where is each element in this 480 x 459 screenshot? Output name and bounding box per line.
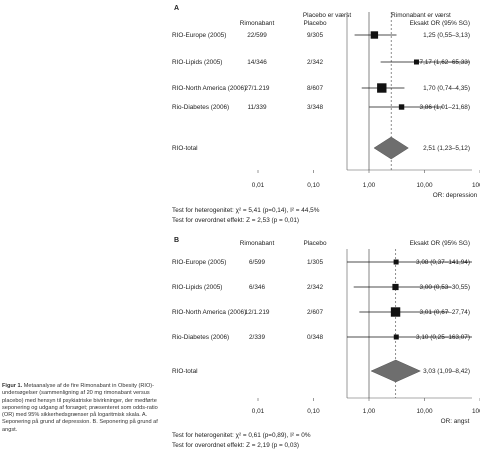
panel-b-col-or: Eksakt OR (95% SG): [410, 240, 470, 247]
panel-b-rimonabant-count: 12/1.219: [245, 309, 270, 316]
panel-a-rimonabant-count: 27/1.219: [245, 85, 270, 92]
panel-a-x-axis-label: OR: depression: [433, 192, 478, 199]
panel-a-stats-line: Test for heterogenitet: χ² = 5,41 (p=0,1…: [172, 207, 320, 214]
panel-a-label: A: [174, 5, 179, 12]
panel-b-total-diamond: [370, 359, 421, 383]
panel-b-stats-line: Test for heterogenitet: χ² = 0,61 (p=0,8…: [172, 432, 311, 439]
caption-text: Metaanalyse af de fire Rimonabant in Obe…: [2, 383, 158, 433]
panel-b-rimonabant-count: 6/346: [249, 284, 265, 291]
panel-b-study-name: RIO-Lipids (2005): [172, 284, 222, 291]
panel-a-col-rimonabant: Rimonabant: [240, 20, 275, 27]
panel-b-tick-label: 0,01: [252, 408, 265, 415]
panel-a-or-text: 1,25 (0,55–3,13): [423, 32, 470, 39]
panel-a-point-estimate: [377, 83, 387, 93]
panel-b-point-estimate: [390, 307, 401, 317]
panel-a-stats-line: Test for overordnet effekt: Z = 2,53 (p …: [172, 217, 299, 224]
panel-a-point-estimate: [370, 31, 379, 39]
panel-b-placebo-count: 2/607: [307, 309, 323, 316]
panel-a-tick-label: 0,10: [307, 182, 320, 189]
panel-a-tick-label: 1,00: [363, 182, 376, 189]
panel-b-point-estimate: [393, 334, 399, 340]
panel-a-header-left: Placebo er værst: [303, 12, 352, 19]
panel-b-study-name: RIO-North America (2006): [172, 309, 246, 316]
panel-b-rimonabant-count: 2/339: [249, 334, 265, 341]
panel-b-total-name: RIO-total: [172, 368, 198, 375]
panel-a-point-estimate: [413, 59, 419, 65]
caption-label: Figur 1.: [2, 383, 23, 389]
panel-a-or-text: 1,70 (0,74–4,35): [423, 85, 470, 92]
panel-b-col-rimonabant: Rimonabant: [240, 240, 275, 247]
panel-b-total-or-text: 3,03 (1,09–8,42): [423, 368, 470, 375]
panel-b-point-estimate: [392, 283, 399, 291]
panel-a-total-diamond: [373, 136, 409, 160]
panel-b-tick-label: 10,00: [417, 408, 433, 415]
panel-a-study-name: Rio-Diabetes (2006): [172, 104, 229, 111]
panel-b-or-text: 3,10 (0,25–163,07): [416, 334, 470, 341]
panel-b-or-text: 3,00 (0,53–30,55): [420, 284, 470, 291]
panel-b-label: B: [174, 237, 179, 244]
panel-a-header-right: Rimonabant er værst: [391, 12, 451, 19]
panel-a-or-text: 3,86 (1,01–21,68): [420, 104, 470, 111]
panel-a-or-text: 7,17 (1,62–65,33): [420, 59, 470, 66]
panel-a-placebo-count: 8/607: [307, 85, 323, 92]
panel-b-stats-line: Test for overordnet effekt: Z = 2,19 (p …: [172, 442, 299, 449]
panel-b-or-text: 3,01 (0,67–27,74): [420, 309, 470, 316]
panel-b-tick-label: 0,10: [307, 408, 320, 415]
panel-a-placebo-count: 9/305: [307, 32, 323, 39]
panel-b-tick-label: 1,00: [363, 408, 376, 415]
panel-a-tick-label: 100,0: [472, 182, 480, 189]
panel-a-total-or-text: 2,51 (1,23–5,12): [423, 145, 470, 152]
panel-a-placebo-count: 2/342: [307, 59, 323, 66]
panel-a-study-name: RIO-North America (2006): [172, 85, 246, 92]
panel-b-placebo-count: 0/348: [307, 334, 323, 341]
panel-a-col-or: Eksakt OR (95% SG): [410, 20, 470, 27]
panel-b-x-axis-label: OR: angst: [441, 418, 470, 425]
panel-a-total-name: RIO-total: [172, 145, 198, 152]
panel-a-rimonabant-count: 14/346: [247, 59, 267, 66]
panel-a-study-name: RIO-Europe (2005): [172, 32, 226, 39]
panel-b-or-text: 3,08 (0,37–141,94): [416, 259, 470, 266]
panel-a-tick-label: 10,00: [417, 182, 433, 189]
panel-b-tick-label: 100,0: [472, 408, 480, 415]
panel-a-rimonabant-count: 22/599: [247, 32, 267, 39]
figure-caption: Figur 1. Metaanalyse af de fire Rimonaba…: [2, 383, 168, 434]
panel-a-point-estimate: [398, 104, 405, 110]
panel-b-placebo-count: 1/305: [307, 259, 323, 266]
panel-a-study-name: RIO-Lipids (2005): [172, 59, 222, 66]
panel-a-col-placebo: Placebo: [303, 20, 327, 27]
panel-a-placebo-count: 3/348: [307, 104, 323, 111]
panel-b-study-name: RIO-Europe (2005): [172, 259, 226, 266]
panel-b-study-name: Rio-Diabetes (2006): [172, 334, 229, 341]
panel-a-tick-label: 0,01: [252, 182, 265, 189]
panel-b-rimonabant-count: 6/599: [249, 259, 265, 266]
panel-b-col-placebo: Placebo: [303, 240, 327, 247]
panel-b-placebo-count: 2/342: [307, 284, 323, 291]
panel-b-point-estimate: [393, 259, 399, 265]
panel-a-rimonabant-count: 11/339: [247, 104, 267, 111]
